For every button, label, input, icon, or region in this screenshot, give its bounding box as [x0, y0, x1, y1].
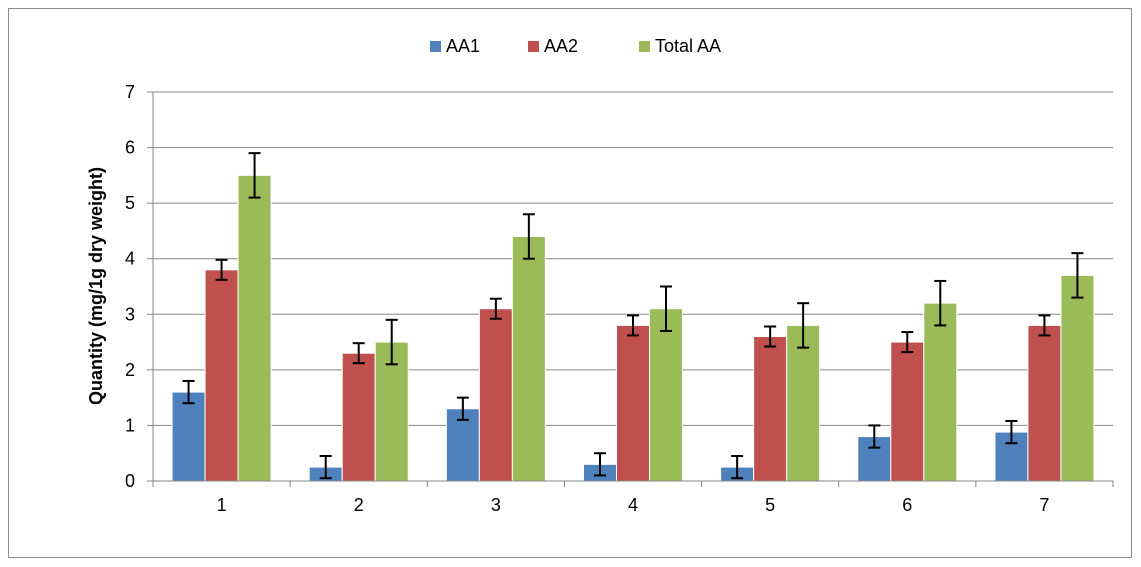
y-tick-label: 0: [125, 471, 135, 491]
bar-total-aa: [649, 308, 683, 482]
y-tick-label: 1: [125, 415, 135, 435]
bar-aa2: [616, 324, 650, 482]
legend-label: AA1: [446, 36, 480, 56]
bar-total-aa: [1060, 274, 1095, 482]
y-tick-label: 5: [125, 193, 135, 213]
bar-aa2: [204, 269, 239, 482]
legend-swatch: [639, 41, 650, 52]
bar-total-aa: [923, 302, 958, 482]
y-tick-label: 4: [125, 249, 135, 269]
x-tick-label: 5: [765, 495, 775, 515]
x-tick-label: 6: [902, 495, 912, 515]
y-axis-title: Quantity (mg/1g dry weight): [86, 167, 106, 405]
legend-label: AA2: [544, 36, 578, 56]
legend-swatch: [528, 41, 539, 52]
bars: [171, 174, 1095, 482]
error-bars: [182, 152, 1084, 480]
axes: 0 1 2 3 4 5 6 7 1 2 3 4 5 6 7: [125, 82, 1114, 515]
bar-aa2: [1027, 324, 1062, 482]
x-tick-label: 3: [491, 495, 501, 515]
bar-aa2: [341, 352, 376, 482]
x-tick-label: 7: [1039, 495, 1049, 515]
legend: AA1 AA2 Total AA: [430, 36, 721, 56]
legend-swatch: [430, 41, 441, 52]
y-tick-label: 2: [125, 360, 135, 380]
x-tick-label: 4: [628, 495, 638, 515]
bar-total-aa: [511, 235, 546, 482]
bar-total-aa: [237, 174, 272, 482]
y-tick-label: 7: [125, 82, 135, 102]
bar-aa2: [753, 336, 788, 482]
bar-aa2: [478, 308, 513, 482]
bar-aa2: [890, 341, 925, 482]
x-tick-label: 1: [217, 495, 227, 515]
bar-total-aa: [786, 324, 821, 482]
bar-aa1: [171, 391, 206, 482]
y-tick-label: 3: [125, 304, 135, 324]
legend-label: Total AA: [655, 36, 721, 56]
y-tick-label: 6: [125, 138, 135, 158]
x-tick-label: 2: [354, 495, 364, 515]
